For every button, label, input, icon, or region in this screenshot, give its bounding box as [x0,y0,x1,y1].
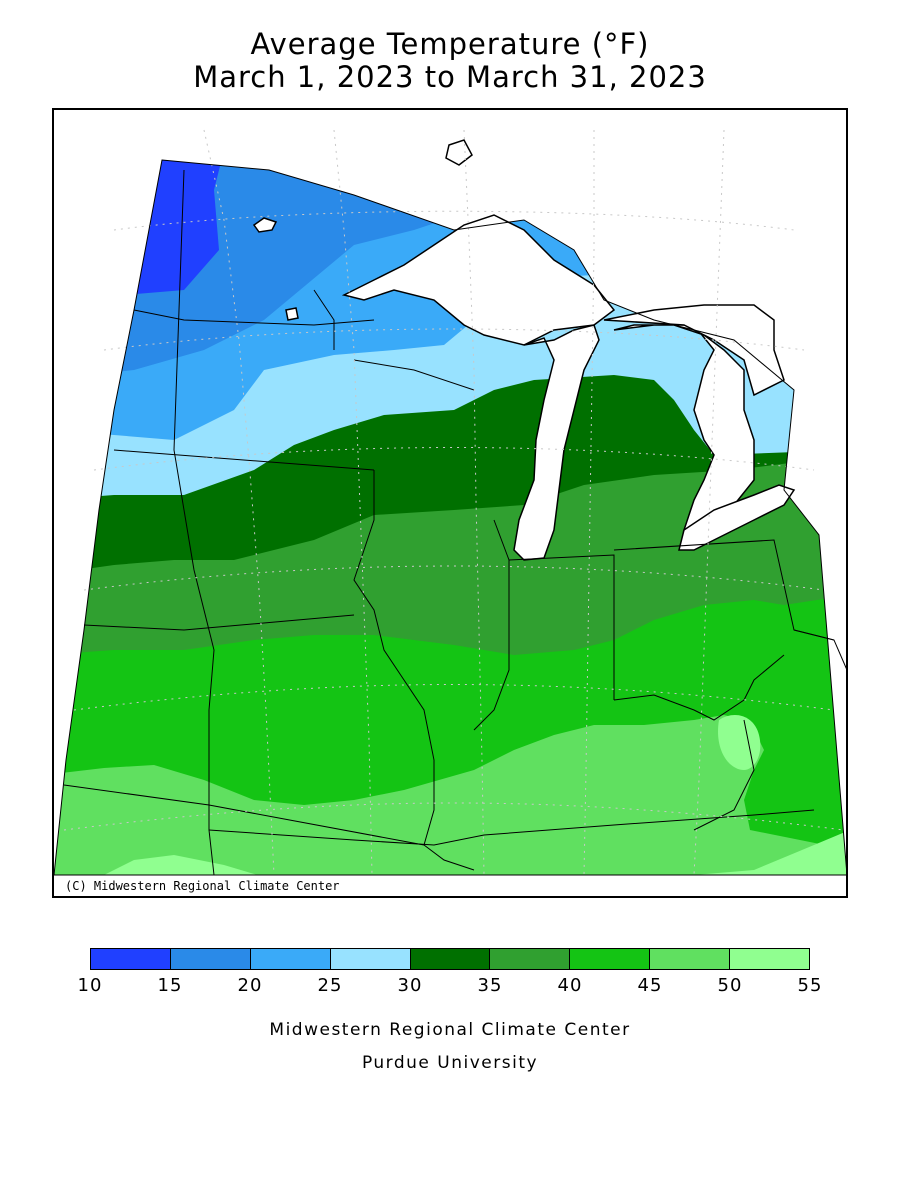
copyright-label: (C) Midwestern Regional Climate Center [62,878,343,894]
credit-organization: Midwestern Regional Climate Center [269,1020,631,1040]
title-line-2: March 1, 2023 to March 31, 2023 [193,60,707,94]
legend-tick-35: 35 [477,975,503,996]
legend-tick-45: 45 [637,975,663,996]
band-45-50 [54,715,846,875]
legend-swatch-15-20 [170,949,251,969]
legend-tick-10: 10 [77,975,103,996]
isle-royale [445,139,473,166]
lake-michigan [513,324,600,561]
legend-swatch-30-35 [410,949,491,969]
title-line-1: Average Temperature (°F) [250,27,650,61]
legend-tick-15: 15 [157,975,183,996]
lake-superior [341,214,616,346]
temperature-bands [54,160,846,875]
state-borders [63,169,846,876]
legend-swatch-25-30 [330,949,411,969]
temperature-map [54,129,846,876]
color-legend [90,948,810,970]
credit-university: Purdue University [361,1053,539,1073]
legend-tick-20: 20 [237,975,263,996]
lake-island-1 [252,217,278,233]
map-title: Average Temperature (°F) March 1, 2023 t… [0,28,900,94]
legend-tick-25: 25 [317,975,343,996]
legend-tick-50: 50 [717,975,743,996]
legend-tick-labels: 10 15 20 25 30 35 40 45 50 55 [0,975,900,999]
legend-swatch-45-50 [650,949,731,969]
legend-swatch-20-25 [250,949,331,969]
legend-swatch-40-45 [570,949,651,969]
legend-swatch-50-55 [730,949,810,969]
legend-swatch-10-15 [91,949,171,969]
legend-tick-30: 30 [397,975,423,996]
map-panel: (C) Midwestern Regional Climate Center [52,108,848,898]
great-lakes [252,139,796,561]
legend-tick-55: 55 [797,975,823,996]
lake-erie [678,484,796,551]
band-50-55-ohio-valley [718,715,761,770]
legend-tick-40: 40 [557,975,583,996]
upper-land-ontario [603,304,785,397]
lake-island-2 [285,307,299,321]
lat-lon-grid [63,129,845,876]
map-boundary [54,159,846,876]
legend-swatch-35-40 [490,949,571,969]
